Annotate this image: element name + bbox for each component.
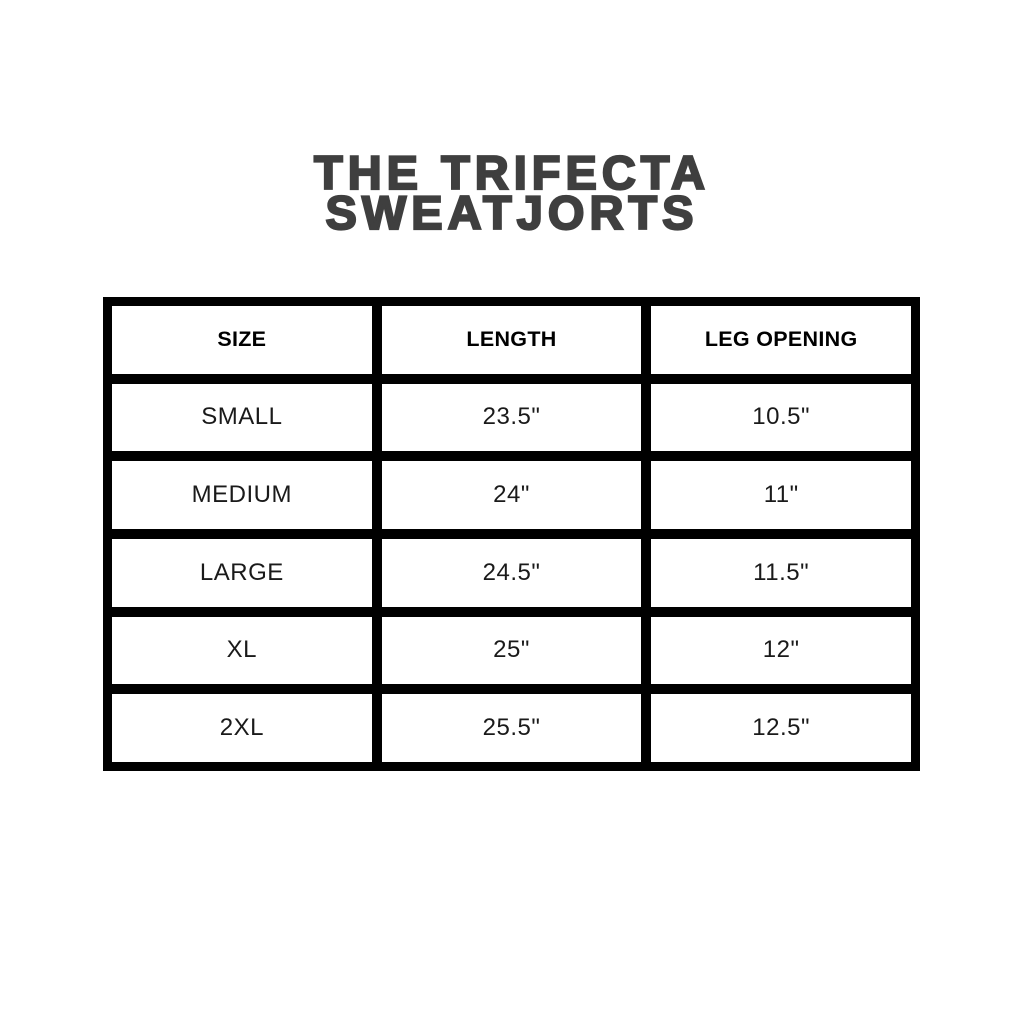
cell-large-length: 24.5": [381, 538, 642, 607]
column-header-size: SIZE: [112, 306, 372, 374]
cell-xl-leg-opening: 12": [651, 616, 911, 685]
cell-small-size: SMALL: [112, 383, 372, 452]
cell-2xl-leg-opening: 12.5": [651, 694, 911, 762]
size-chart-table: SIZE LENGTH LEG OPENING SMALL 23.5" 10.5…: [103, 297, 920, 771]
cell-medium-size: MEDIUM: [112, 461, 372, 529]
cell-large-size: LARGE: [112, 538, 372, 607]
product-title-line2: SWEATJORTS: [324, 186, 699, 239]
cell-large-leg-opening: 11.5": [651, 538, 911, 607]
cell-xl-size: XL: [112, 616, 372, 685]
product-title-line1: THE TRIFECTA: [313, 146, 710, 199]
cell-xl-length: 25": [381, 616, 642, 685]
cell-small-length: 23.5": [381, 383, 642, 452]
cell-2xl-length: 25.5": [381, 694, 642, 762]
cell-medium-length: 24": [381, 461, 642, 529]
column-header-leg-opening: LEG OPENING: [651, 306, 911, 374]
column-header-length: LENGTH: [381, 306, 642, 374]
product-title: THE TRIFECTA SWEATJORTS: [0, 146, 1024, 239]
cell-small-leg-opening: 10.5": [651, 383, 911, 452]
cell-2xl-size: 2XL: [112, 694, 372, 762]
cell-medium-leg-opening: 11": [651, 461, 911, 529]
